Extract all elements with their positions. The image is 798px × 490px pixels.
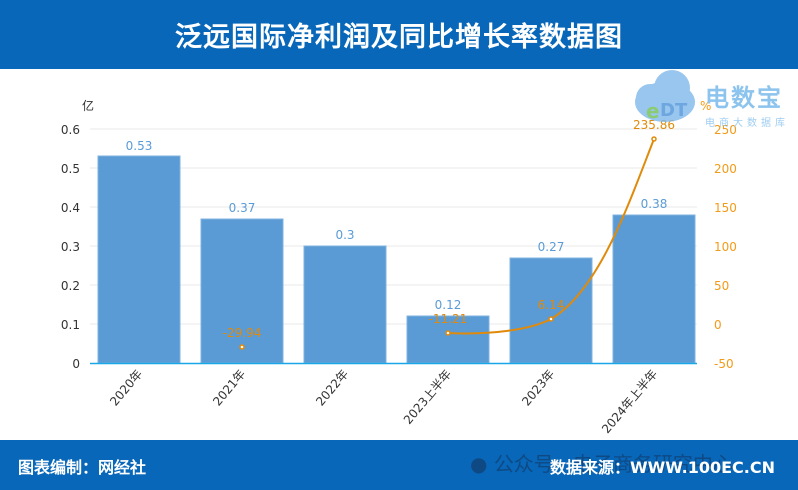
growth-labels: -29.94 -11.21 6.14 235.86 — [223, 118, 675, 340]
svg-text:2024年上半年: 2024年上半年 — [599, 367, 660, 436]
svg-text:2022年: 2022年 — [313, 367, 351, 409]
svg-text:6.14: 6.14 — [538, 298, 565, 312]
right-axis-unit: % — [700, 99, 711, 113]
bars — [97, 155, 696, 364]
svg-text:0.6: 0.6 — [61, 123, 80, 137]
growth-points — [239, 136, 657, 350]
svg-text:0: 0 — [714, 318, 722, 332]
title-bar: 泛远国际净利润及同比增长率数据图 — [0, 0, 798, 69]
footer-credit: 图表编制：网经社 — [18, 458, 147, 477]
right-axis-ticks: -50 0 50 100 150 200 250 — [714, 123, 737, 371]
left-axis-ticks: 0 0.1 0.2 0.3 0.4 0.5 0.6 — [61, 123, 80, 371]
svg-text:0.4: 0.4 — [61, 201, 80, 215]
chart-title: 泛远国际净利润及同比增长率数据图 — [175, 22, 623, 53]
watermark-logo: 电数宝 电商大数据库 — [633, 74, 798, 134]
gridlines — [90, 128, 697, 325]
wechat-icon: ● — [470, 452, 488, 476]
svg-text:0.3: 0.3 — [335, 228, 354, 242]
svg-text:150: 150 — [714, 201, 737, 215]
cloud-logo-icon: e DT — [635, 70, 695, 123]
svg-text:2023上半年: 2023上半年 — [401, 367, 455, 427]
svg-text:0.12: 0.12 — [435, 298, 462, 312]
svg-text:e: e — [646, 99, 660, 123]
svg-text:2023年: 2023年 — [519, 367, 557, 409]
bar-2021 — [200, 218, 284, 364]
bar-2023 — [509, 257, 593, 364]
svg-text:0.38: 0.38 — [641, 197, 668, 211]
bar-2023h1 — [406, 315, 490, 364]
wechat-watermark: ● 公众号 · 电子商务研究中心 — [470, 452, 733, 476]
svg-text:250: 250 — [714, 123, 737, 137]
svg-text:0.27: 0.27 — [538, 240, 565, 254]
left-axis-unit: 亿 — [82, 98, 94, 113]
growth-line — [447, 138, 655, 335]
bar-2024h1 — [612, 214, 696, 364]
svg-text:-50: -50 — [714, 357, 734, 371]
logo-brand: 电数宝 — [705, 84, 783, 112]
svg-text:2021年: 2021年 — [210, 367, 248, 409]
svg-text:0.37: 0.37 — [229, 201, 256, 215]
svg-text:0.1: 0.1 — [61, 318, 80, 332]
svg-text:0.3: 0.3 — [61, 240, 80, 254]
svg-text:0.2: 0.2 — [61, 279, 80, 293]
svg-text:200: 200 — [714, 162, 737, 176]
svg-text:2020年: 2020年 — [107, 367, 145, 409]
footer-bar: 图表编制：网经社 ● 公众号 · 电子商务研究中心 数据来源：WWW.100EC… — [0, 440, 798, 490]
bar-2022 — [303, 245, 387, 364]
svg-text:100: 100 — [714, 240, 737, 254]
svg-text:-11.21: -11.21 — [429, 312, 468, 326]
bar-labels: 0.53 0.37 0.3 0.12 0.27 0.38 — [126, 139, 668, 312]
svg-text:DT: DT — [660, 100, 688, 121]
svg-text:0: 0 — [72, 357, 80, 371]
svg-text:-29.94: -29.94 — [223, 326, 262, 340]
svg-text:0.5: 0.5 — [61, 162, 80, 176]
svg-text:50: 50 — [714, 279, 729, 293]
footer-source: 数据来源：WWW.100EC.CN — [550, 458, 776, 477]
logo-subtitle: 电商大数据库 — [705, 118, 789, 129]
x-axis-labels: 2020年 2021年 2022年 2023上半年 2023年 2024年上半年 — [107, 367, 660, 436]
svg-text:0.53: 0.53 — [126, 139, 153, 153]
bar-2020 — [97, 155, 181, 364]
chart: 亿 0 0.1 0.2 0.3 0.4 0.5 0.6 % -50 0 50 1… — [61, 70, 737, 436]
